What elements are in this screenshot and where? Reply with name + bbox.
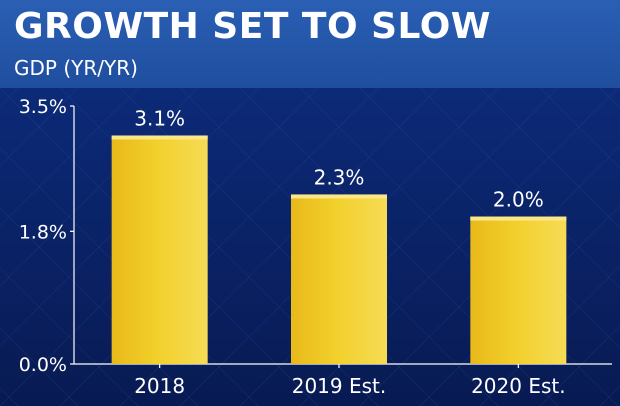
chart-title: GROWTH SET TO SLOW	[14, 6, 491, 47]
x-tick-label: 2019 Est.	[292, 374, 387, 398]
background-grid-line	[0, 267, 139, 406]
bar-chart: 0.0% 1.8% 3.5% 3.1% 2018 2.3% 2019 Est. 2.0% 202…	[0, 88, 620, 406]
bar-top-highlight	[291, 194, 387, 199]
bar-top-highlight	[470, 216, 567, 221]
background-grid-line	[0, 88, 79, 167]
bar	[291, 194, 387, 364]
y-tick-label: 0.0%	[19, 354, 67, 376]
bar-top-highlight	[111, 135, 208, 140]
background-grid-line	[539, 88, 620, 169]
bar-value-label: 2.0%	[493, 188, 544, 212]
bar	[470, 216, 567, 364]
x-tick-label: 2018	[134, 374, 185, 398]
chart-subtitle: GDP (YR/YR)	[14, 56, 138, 80]
background-grid-line	[419, 88, 620, 289]
x-tick-label: 2020 Est.	[471, 374, 566, 398]
background-grid-line	[0, 327, 79, 406]
chart-header: GROWTH SET TO SLOW GDP (YR/YR)	[0, 0, 620, 88]
background-grid-line	[539, 325, 620, 406]
background-grid-line	[479, 88, 620, 229]
background-grid-line	[0, 88, 139, 227]
y-tick-label: 3.5%	[19, 96, 67, 118]
bar	[111, 135, 208, 364]
bar-value-label: 2.3%	[314, 165, 365, 189]
bar-value-label: 3.1%	[134, 106, 185, 130]
y-tick-label: 1.8%	[19, 221, 67, 243]
